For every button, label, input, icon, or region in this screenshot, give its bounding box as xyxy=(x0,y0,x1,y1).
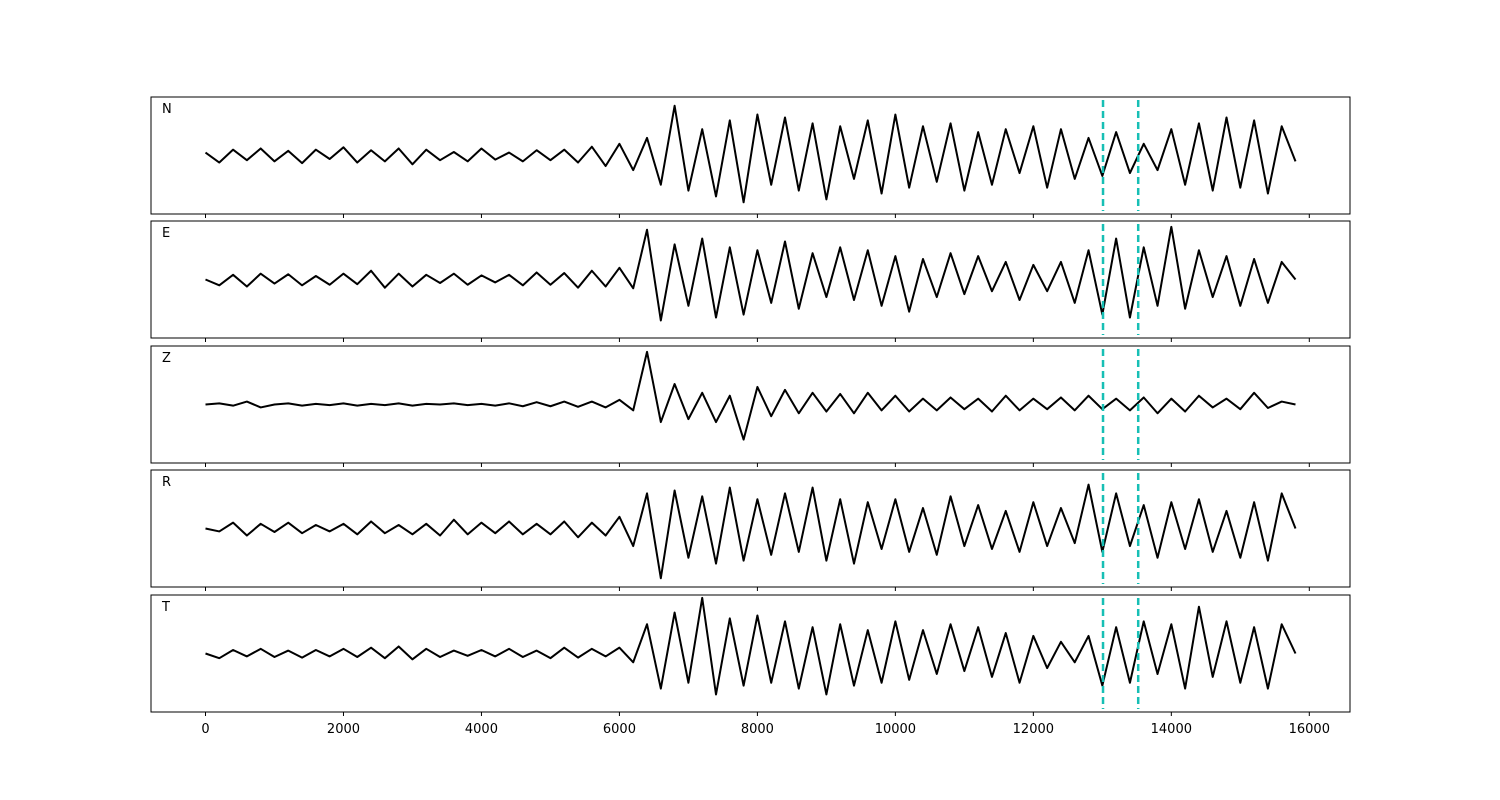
panel-frame xyxy=(150,469,1351,588)
trace xyxy=(205,225,1297,322)
trace xyxy=(205,596,1297,696)
x-tick-label: 12000 xyxy=(1013,722,1054,737)
x-tick-label: 10000 xyxy=(875,722,916,737)
panel-frame xyxy=(150,220,1351,339)
panel-frame xyxy=(150,96,1351,215)
panel-label: Z xyxy=(162,351,171,366)
panel-frame xyxy=(150,594,1351,713)
panel-frame xyxy=(150,345,1351,464)
x-tick-label: 16000 xyxy=(1289,722,1330,737)
panel-label: E xyxy=(162,226,170,241)
x-tick-label: 8000 xyxy=(741,722,774,737)
x-tick-label: 0 xyxy=(201,722,209,737)
panel-label: N xyxy=(162,102,172,117)
panel-label: T xyxy=(161,600,170,615)
x-tick-label: 6000 xyxy=(603,722,636,737)
panel-label: R xyxy=(162,475,171,490)
trace xyxy=(204,104,1297,204)
x-tick-label: 4000 xyxy=(465,722,498,737)
trace xyxy=(205,350,1296,441)
x-tick-label: 2000 xyxy=(327,722,360,737)
x-tick-label: 14000 xyxy=(1151,722,1192,737)
trace xyxy=(205,483,1297,580)
